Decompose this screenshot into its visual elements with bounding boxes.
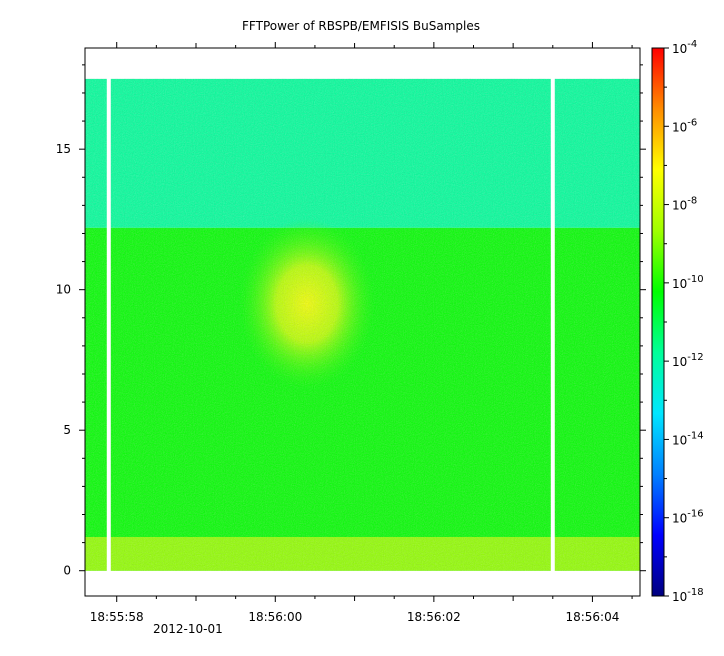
colorbar [651,47,665,597]
y-tick-label: 5 [63,423,71,437]
colorbar-tick-label: 10-10 [672,274,704,291]
chart-title: FFTPower of RBSPB/EMFISIS BuSamples [242,19,480,33]
x-tick-label: 18:56:04 [565,610,619,624]
y-tick-label: 10 [56,283,71,297]
y-axis: 0 5 10 15 [56,64,646,578]
colorbar-tick-label: 10-14 [672,430,704,447]
plot-frame [84,47,641,597]
colorbar-tick-label: 10-4 [672,39,697,56]
colorbar-axis: 10-4 10-6 10-8 10-10 10-12 10-14 10-16 10-18 [664,39,704,604]
x-tick-label: 18:55:58 [90,610,144,624]
x-tick-label: 18:56:00 [248,610,302,624]
colorbar-tick-label: 10-18 [672,587,704,604]
y-tick-label: 0 [63,564,71,578]
x-tick-label: 18:56:02 [407,610,461,624]
y-tick-label: 15 [56,142,71,156]
plot-area [85,48,640,596]
x-axis: 18:55:58 18:56:00 18:56:02 18:56:04 [90,42,633,624]
data-gap-2 [550,48,555,596]
data-gap-1 [106,48,111,596]
noise-texture [85,78,640,571]
x-date-label: 2012-10-01 [153,622,223,636]
colorbar-tick-label: 10-8 [672,196,697,213]
colorbar-tick-label: 10-12 [672,352,704,369]
colorbar-tick-label: 10-16 [672,509,704,526]
colorbar-tick-label: 10-6 [672,117,697,134]
